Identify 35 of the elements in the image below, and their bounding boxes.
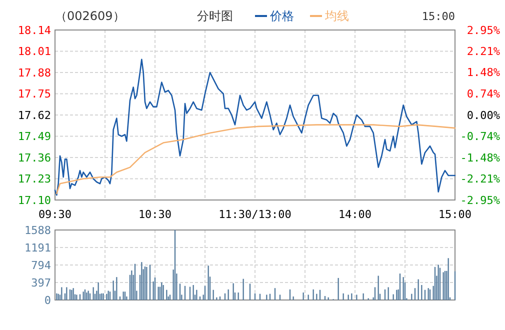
- x-tick-label: 09:30: [38, 208, 72, 221]
- y-tick-label: 18.14: [18, 24, 52, 37]
- y-tick-label: 17.23: [18, 172, 51, 186]
- y-tick-label: 17.75: [18, 88, 51, 101]
- y-tick-label: 17.62: [18, 108, 51, 122]
- legend-label: 价格: [269, 9, 294, 23]
- y2-tick-label: 1.48%: [466, 66, 500, 80]
- y2-tick-label: -1.48%: [460, 151, 500, 164]
- chart-title: （002609）: [55, 9, 125, 23]
- y-tick-label: 17.10: [18, 194, 51, 207]
- y2-tick-label: 2.95%: [466, 24, 500, 37]
- y-tick-label: 18.01: [18, 45, 51, 58]
- y2-tick-label: -0.74%: [460, 130, 500, 144]
- y-tick-label: 17.36: [18, 151, 51, 164]
- x-tick-label: 15:00: [438, 208, 472, 221]
- y2-tick-label: 2.21%: [466, 45, 500, 58]
- line-series: [56, 124, 456, 194]
- y-tick-label: 17.88: [18, 66, 51, 80]
- chart-subtitle: 分时图: [197, 9, 233, 23]
- y2-tick-label: -2.95%: [460, 194, 500, 207]
- legend-label: 均线: [324, 9, 349, 23]
- y-tick-label: 397: [31, 276, 51, 290]
- x-tick-label: 10:30: [138, 208, 172, 221]
- y-tick-label: 17.49: [18, 130, 51, 144]
- y2-tick-label: -2.21%: [460, 172, 500, 186]
- text: 15:00: [422, 10, 455, 23]
- x-tick-label: 11:30/13:00: [218, 208, 292, 221]
- y2-tick-label: 0.74%: [466, 88, 500, 101]
- y2-tick-label: 0.00%: [466, 108, 500, 122]
- line-series: [54, 58, 456, 196]
- y-tick-label: 1191: [24, 241, 51, 254]
- x-tick-label: 14:00: [338, 208, 372, 221]
- y-tick-label: 1588: [24, 224, 51, 237]
- y-tick-label: 0: [44, 294, 51, 307]
- y-tick-label: 794: [31, 258, 52, 272]
